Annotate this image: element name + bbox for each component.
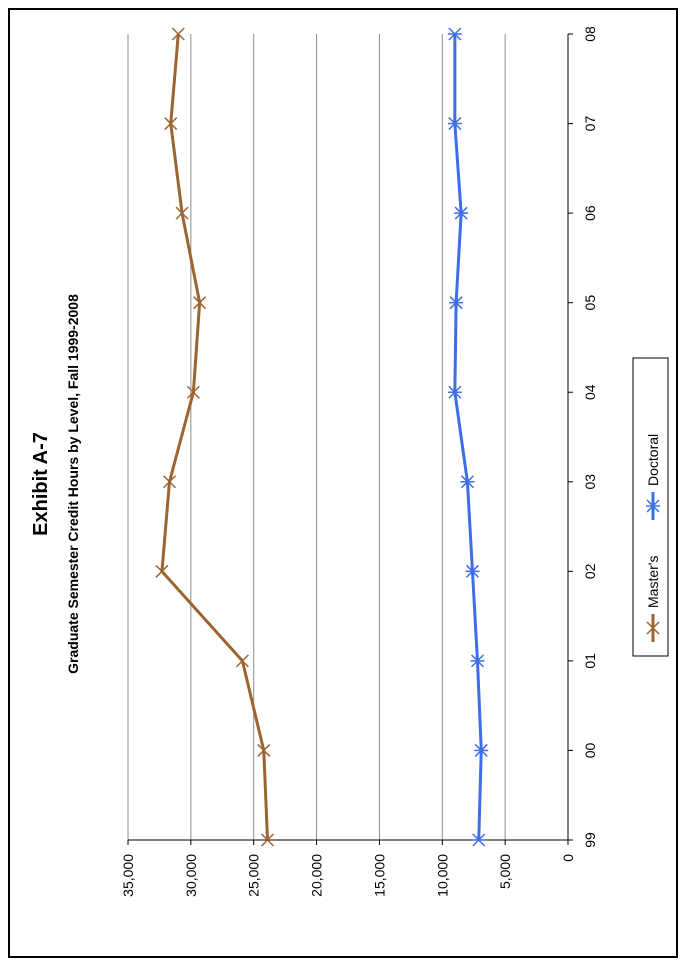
legend-item: Doctoral xyxy=(645,434,661,520)
y-tick-label: 20,000 xyxy=(309,854,325,897)
x-tick-label: 08 xyxy=(582,26,598,42)
data-point xyxy=(193,296,207,310)
data-point xyxy=(257,743,271,757)
data-point xyxy=(261,833,275,847)
data-point xyxy=(164,117,178,131)
series-doctoral xyxy=(447,27,489,847)
data-point xyxy=(162,475,177,489)
series-group xyxy=(155,27,489,847)
legend-label: Doctoral xyxy=(645,434,661,486)
data-point xyxy=(235,654,249,668)
y-tick-label: 5,000 xyxy=(497,854,513,889)
x-tick-label: 99 xyxy=(582,832,598,848)
x-tick-label: 05 xyxy=(582,295,598,311)
data-point xyxy=(155,564,169,578)
series-line xyxy=(453,34,483,841)
legend-item: Master's xyxy=(645,556,661,642)
y-tick-label: 15,000 xyxy=(371,854,387,897)
y-tick-label: 0 xyxy=(560,854,576,862)
legend-label: Master's xyxy=(645,556,661,608)
data-point xyxy=(171,27,185,41)
data-point xyxy=(186,385,200,399)
x-tick-label: 07 xyxy=(582,116,598,132)
legend-box xyxy=(632,357,669,657)
legend: Master's Doctoral xyxy=(632,357,669,657)
x-tick-label: 06 xyxy=(582,205,598,221)
y-axis-ticks: 0 5,000 10,000 15,000 20,000 25,000 30,000 35,0… xyxy=(120,840,576,897)
gridlines xyxy=(127,34,506,840)
data-point xyxy=(175,206,189,220)
chart-title: Exhibit A-7 xyxy=(30,432,52,536)
y-tick-label: 25,000 xyxy=(246,854,262,897)
x-tick-label: 03 xyxy=(582,474,598,490)
x-tick-label: 02 xyxy=(582,563,598,579)
x-tick-label: 01 xyxy=(582,653,598,669)
legend-swatch-marker xyxy=(646,621,660,635)
y-tick-label: 30,000 xyxy=(183,854,199,897)
y-tick-label: 35,000 xyxy=(120,854,136,897)
x-tick-label: 04 xyxy=(582,384,598,400)
x-axis-ticks: 99 00 01 02 03 04 05 06 07 08 xyxy=(568,26,598,848)
y-tick-label: 10,000 xyxy=(434,854,450,897)
x-tick-label: 00 xyxy=(582,742,598,758)
chart-subtitle: Graduate Semester Credit Hours by Level,… xyxy=(65,294,81,674)
series-line xyxy=(160,33,270,841)
chart-frame xyxy=(8,8,678,958)
series-masters xyxy=(155,27,275,847)
